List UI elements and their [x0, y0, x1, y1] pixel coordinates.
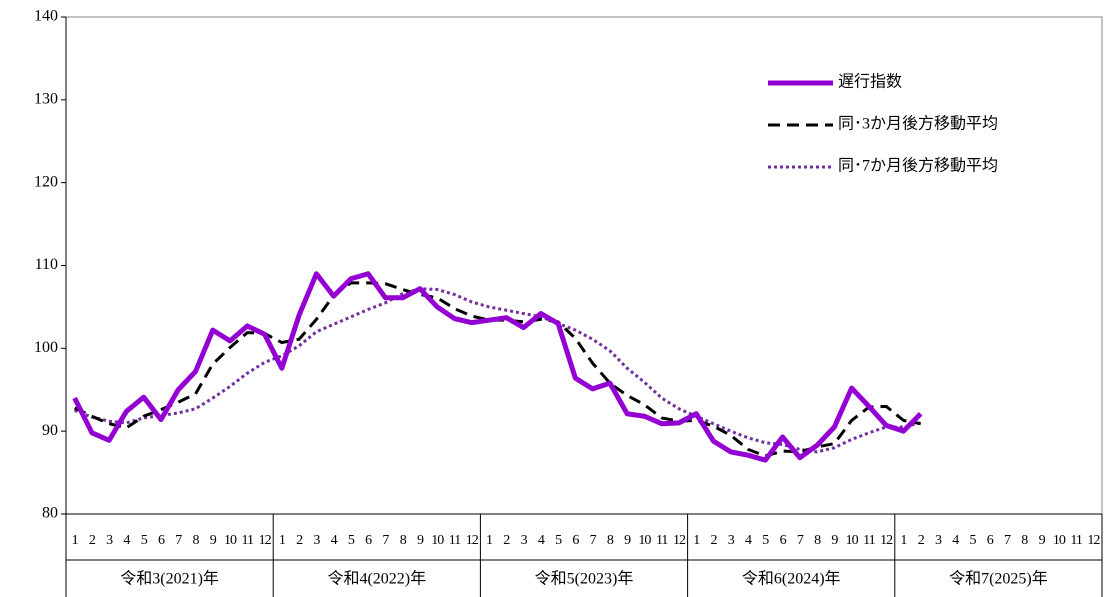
- x-tick-label: 2: [711, 533, 718, 548]
- x-tick-label: 6: [987, 533, 994, 548]
- x-tick-label: 8: [193, 533, 200, 548]
- legend-label: 遅行指数: [838, 73, 902, 91]
- x-tick-label: 2: [296, 533, 303, 548]
- x-tick-label: 7: [590, 533, 597, 548]
- group-label: 令和3(2021)年: [120, 570, 219, 588]
- x-tick-label: 6: [780, 533, 787, 548]
- x-tick-label: 10: [431, 533, 444, 548]
- group-label: 令和6(2024)年: [742, 570, 841, 588]
- x-tick-label: 4: [538, 533, 545, 548]
- series-line: [73, 281, 921, 458]
- x-tick-label: 8: [814, 533, 821, 548]
- x-tick-label: 6: [365, 533, 372, 548]
- x-tick-label: 1: [693, 533, 700, 548]
- legend-label: 同･7か月後方移動平均: [838, 157, 998, 175]
- x-tick-label: 11: [242, 533, 254, 548]
- group-label: 令和5(2023)年: [535, 570, 634, 588]
- x-tick-label: 7: [1004, 533, 1011, 548]
- x-tick-label: 1: [279, 533, 286, 548]
- x-tick-label: 9: [831, 533, 838, 548]
- series-line: [72, 271, 923, 463]
- x-tick-label: 9: [417, 533, 424, 548]
- x-tick-label: 6: [158, 533, 165, 548]
- x-tick-label: 3: [521, 533, 528, 548]
- x-tick-label: 9: [1039, 533, 1046, 548]
- x-tick-label: 12: [1087, 533, 1100, 548]
- x-tick-label: 10: [1053, 533, 1066, 548]
- x-tick-label: 11: [656, 533, 668, 548]
- x-tick-label: 3: [728, 533, 735, 548]
- x-tick-label: 4: [952, 533, 959, 548]
- y-tick-label: 130: [34, 91, 58, 108]
- legend-label: 同･3か月後方移動平均: [838, 115, 998, 133]
- x-tick-label: 5: [762, 533, 769, 548]
- x-tick-label: 12: [466, 533, 479, 548]
- x-tick-label: 7: [797, 533, 804, 548]
- x-tick-label: 11: [449, 533, 461, 548]
- y-tick-label: 120: [34, 173, 58, 190]
- x-tick-label: 11: [1070, 533, 1082, 548]
- x-tick-label: 12: [259, 533, 272, 548]
- x-tick-label: 8: [607, 533, 614, 548]
- plot-frame: [65, 16, 1103, 515]
- x-tick-label: 9: [624, 533, 631, 548]
- y-tick-label: 80: [42, 505, 58, 522]
- y-tick-label: 90: [42, 422, 58, 439]
- x-tick-label: 12: [673, 533, 686, 548]
- x-tick-label: 10: [224, 533, 237, 548]
- x-tick-label: 5: [970, 533, 977, 548]
- x-tick-label: 3: [935, 533, 942, 548]
- group-label: 令和4(2022)年: [327, 570, 426, 588]
- x-tick-label: 1: [900, 533, 907, 548]
- x-tick-label: 1: [486, 533, 493, 548]
- x-tick-label: 5: [141, 533, 148, 548]
- series-line: [74, 287, 922, 454]
- x-tick-label: 2: [918, 533, 925, 548]
- x-tick-label: 5: [555, 533, 562, 548]
- x-tick-label: 10: [638, 533, 651, 548]
- x-tick-label: 10: [846, 533, 859, 548]
- x-tick-label: 3: [313, 533, 320, 548]
- x-tick-label: 7: [175, 533, 182, 548]
- group-label: 令和7(2025)年: [949, 570, 1048, 588]
- x-tick-label: 7: [382, 533, 389, 548]
- x-tick-label: 5: [348, 533, 355, 548]
- x-tick-label: 3: [106, 533, 113, 548]
- y-tick-label: 100: [34, 339, 58, 356]
- x-tick-label: 8: [1021, 533, 1028, 548]
- x-tick-label: 12: [880, 533, 893, 548]
- y-tick-label: 110: [35, 256, 58, 273]
- x-tick-label: 4: [123, 533, 130, 548]
- x-tick-label: 2: [89, 533, 96, 548]
- x-tick-label: 2: [503, 533, 510, 548]
- x-tick-label: 9: [210, 533, 217, 548]
- x-tick-label: 4: [331, 533, 338, 548]
- x-tick-label: 8: [400, 533, 407, 548]
- x-tick-label: 1: [72, 533, 79, 548]
- x-tick-label: 6: [572, 533, 579, 548]
- y-tick-label: 140: [34, 8, 58, 25]
- x-tick-label: 11: [863, 533, 875, 548]
- x-tick-label: 4: [745, 533, 752, 548]
